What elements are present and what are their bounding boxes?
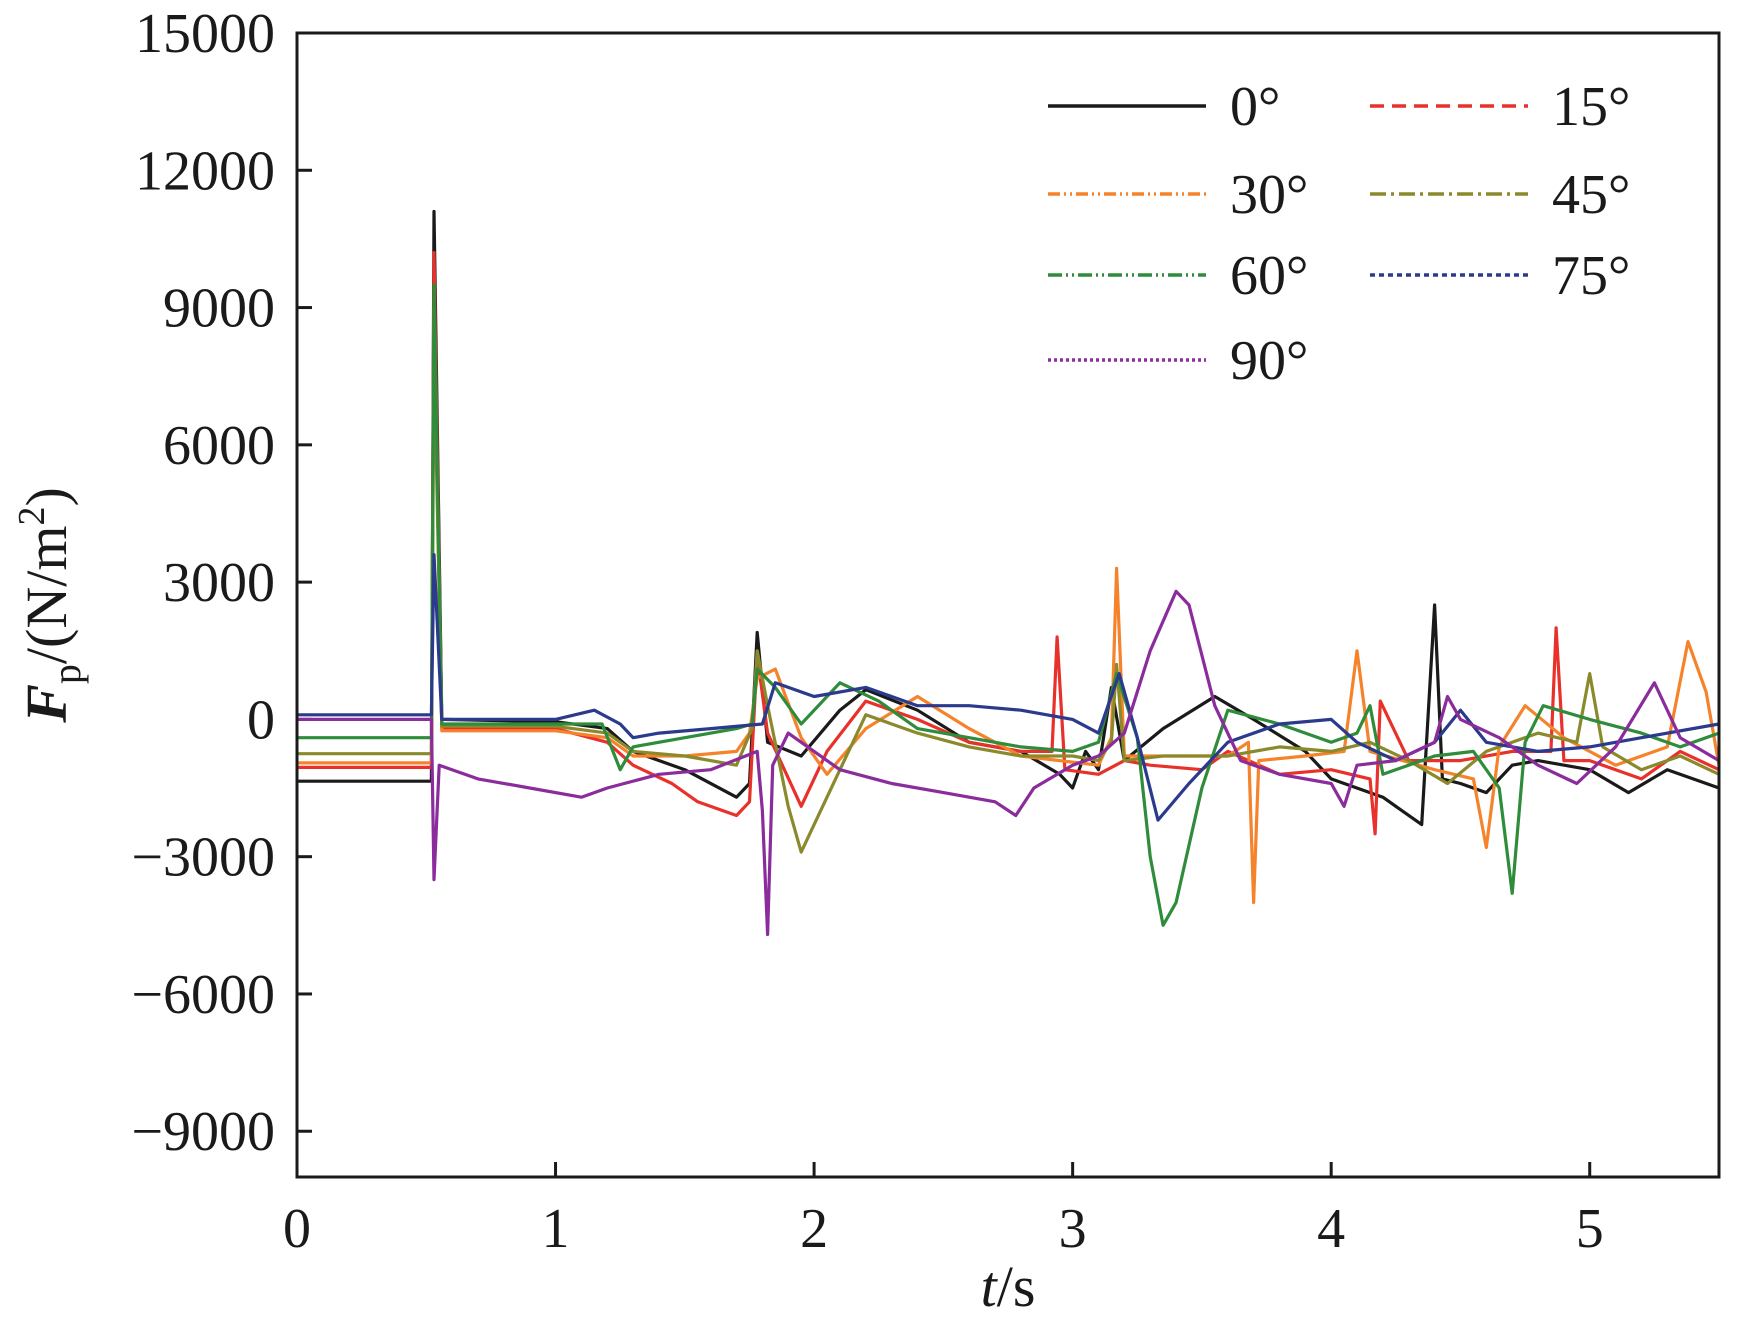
y-tick-label: 0 [247,689,275,751]
y-axis-title: Fp/(N/m2) [11,487,89,724]
legend-label-4: 60° [1230,245,1308,307]
legend-label-0: 0° [1230,76,1280,138]
y-tick-label: 6000 [163,415,275,477]
series-line-2 [297,306,1721,904]
axis-titles: t/s Fp/(N/m2) [11,487,1035,1319]
y-tick-label: −9000 [131,1101,275,1163]
axes: 0 1 2 3 4 5 15000 12000 9000 6000 3000 0 −3000 −6000 −… [131,3,1603,1260]
legend-label-1: 15° [1552,76,1630,138]
series-line-6 [297,589,1720,937]
legend-label-6: 90° [1230,330,1308,392]
y-tick-label: 3000 [163,552,275,614]
x-tick-label: 3 [1059,1198,1087,1260]
x-tick-label: 4 [1317,1198,1345,1260]
legend: 0° 15° 30° 45° 60° 75° 90° [1048,76,1630,392]
x-axis-title: t/s [981,1254,1036,1319]
legend-label-5: 75° [1552,245,1630,307]
x-tick-label: 2 [800,1198,828,1260]
series-line-3 [297,342,1720,854]
series-line-5 [297,553,1720,822]
y-tick-label: −3000 [131,827,275,889]
series-line-0 [297,209,1720,827]
x-tick-label: 5 [1576,1198,1604,1260]
series-line-4 [297,283,1720,927]
y-tick-label: −6000 [131,964,275,1026]
y-tick-label: 12000 [135,140,275,202]
y-tick-label: 9000 [163,278,275,340]
x-tick-label: 0 [283,1198,311,1260]
legend-label-3: 45° [1552,164,1630,226]
series-lines [297,209,1721,937]
y-tick-label: 15000 [135,3,275,65]
legend-label-2: 30° [1230,164,1308,226]
plot-area-frame [295,31,1721,1179]
x-tick-label: 1 [542,1198,570,1260]
